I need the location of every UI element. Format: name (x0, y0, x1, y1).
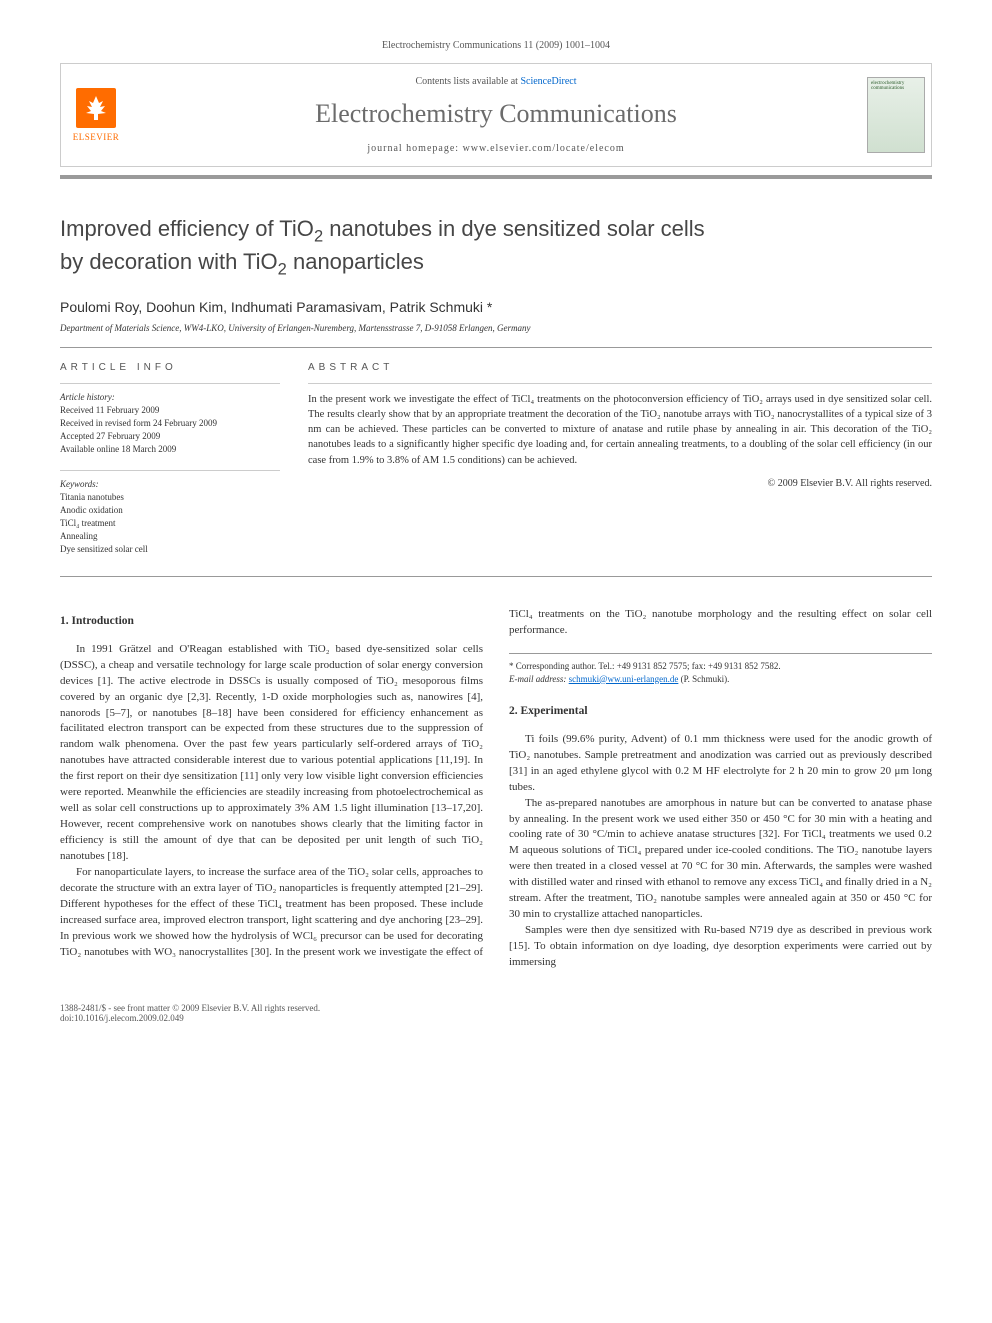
email-link[interactable]: schmuki@ww.uni-erlangen.de (569, 674, 679, 684)
abstract-heading: ABSTRACT (308, 362, 932, 373)
intro-heading: 1. Introduction (60, 613, 483, 630)
history-1: Received in revised form 24 February 200… (60, 417, 280, 430)
page-footer: 1388-2481/$ - see front matter © 2009 El… (60, 995, 932, 1023)
email-suffix: (P. Schmuki). (678, 674, 729, 684)
title-l2a: by decoration with TiO (60, 249, 278, 274)
contents-available: Contents lists available at ScienceDirec… (139, 76, 853, 87)
affiliation: Department of Materials Science, WW4-LKO… (60, 323, 932, 333)
contents-prefix: Contents lists available at (415, 76, 520, 87)
footer-left1: 1388-2481/$ - see front matter © 2009 El… (60, 1003, 320, 1013)
keyword-3: Annealing (60, 530, 280, 543)
article-title: Improved efficiency of TiO2 nanotubes in… (60, 215, 932, 281)
title-sub2: 2 (278, 260, 287, 278)
corresponding-author: * Corresponding author. Tel.: +49 9131 8… (509, 660, 932, 673)
article-info: ARTICLE INFO Article history: Received 1… (60, 362, 280, 556)
email-line: E-mail address: schmuki@ww.uni-erlangen.… (509, 673, 932, 686)
journal-header-box: ELSEVIER Contents lists available at Sci… (60, 63, 932, 167)
email-label: E-mail address: (509, 674, 569, 684)
abstract-copyright: © 2009 Elsevier B.V. All rights reserved… (308, 478, 932, 489)
journal-homepage: journal homepage: www.elsevier.com/locat… (139, 143, 853, 154)
journal-cover-thumb: electrochemistry communications (861, 64, 931, 166)
homepage-prefix: journal homepage: (367, 143, 462, 154)
elsevier-logo: ELSEVIER (61, 64, 131, 166)
history-0: Received 11 February 2009 (60, 404, 280, 417)
divider-bottom (60, 576, 932, 577)
keyword-1: Anodic oxidation (60, 504, 280, 517)
exp-p2: The as-prepared nanotubes are amorphous … (509, 796, 932, 924)
journal-name: Electrochemistry Communications (139, 99, 853, 129)
title-l1a: Improved efficiency of TiO (60, 216, 314, 241)
keywords-label: Keywords: (60, 470, 280, 489)
footnote-block: * Corresponding author. Tel.: +49 9131 8… (509, 653, 932, 685)
cover-thumb-inner: electrochemistry communications (867, 77, 925, 153)
abstract: ABSTRACT In the present work we investig… (308, 362, 932, 556)
body-columns: 1. Introduction In 1991 Grätzel and O'Re… (60, 607, 932, 971)
homepage-url: www.elsevier.com/locate/elecom (463, 143, 625, 154)
footer-left2: doi:10.1016/j.elecom.2009.02.049 (60, 1013, 320, 1023)
exp-p1: Ti foils (99.6% purity, Advent) of 0.1 m… (509, 732, 932, 796)
title-l1b: nanotubes in dye sensitized solar cells (323, 216, 705, 241)
header-center: Contents lists available at ScienceDirec… (131, 64, 861, 166)
sciencedirect-link[interactable]: ScienceDirect (520, 76, 576, 87)
history-3: Available online 18 March 2009 (60, 443, 280, 456)
article-info-heading: ARTICLE INFO (60, 362, 280, 373)
exp-p3: Samples were then dye sensitized with Ru… (509, 923, 932, 971)
abstract-text: In the present work we investigate the e… (308, 383, 932, 468)
divider-top (60, 347, 932, 348)
authors: Poulomi Roy, Doohun Kim, Indhumati Param… (60, 299, 932, 315)
keyword-2: TiCl₄ treatment (60, 517, 280, 530)
experimental-heading: 2. Experimental (509, 703, 932, 720)
keyword-4: Dye sensitized solar cell (60, 543, 280, 556)
history-label: Article history: (60, 383, 280, 402)
intro-p1: In 1991 Grätzel and O'Reagan established… (60, 642, 483, 865)
keywords-block: Keywords: Titania nanotubes Anodic oxida… (60, 470, 280, 556)
keyword-0: Titania nanotubes (60, 491, 280, 504)
info-abstract-row: ARTICLE INFO Article history: Received 1… (60, 362, 932, 556)
elsevier-tree-icon (76, 88, 116, 128)
header-divider-bar (60, 175, 932, 179)
elsevier-label: ELSEVIER (73, 132, 120, 142)
history-2: Accepted 27 February 2009 (60, 430, 280, 443)
title-sub1: 2 (314, 227, 323, 245)
title-l2b: nanoparticles (287, 249, 424, 274)
footer-left: 1388-2481/$ - see front matter © 2009 El… (60, 1003, 320, 1023)
citation-line: Electrochemistry Communications 11 (2009… (60, 40, 932, 51)
